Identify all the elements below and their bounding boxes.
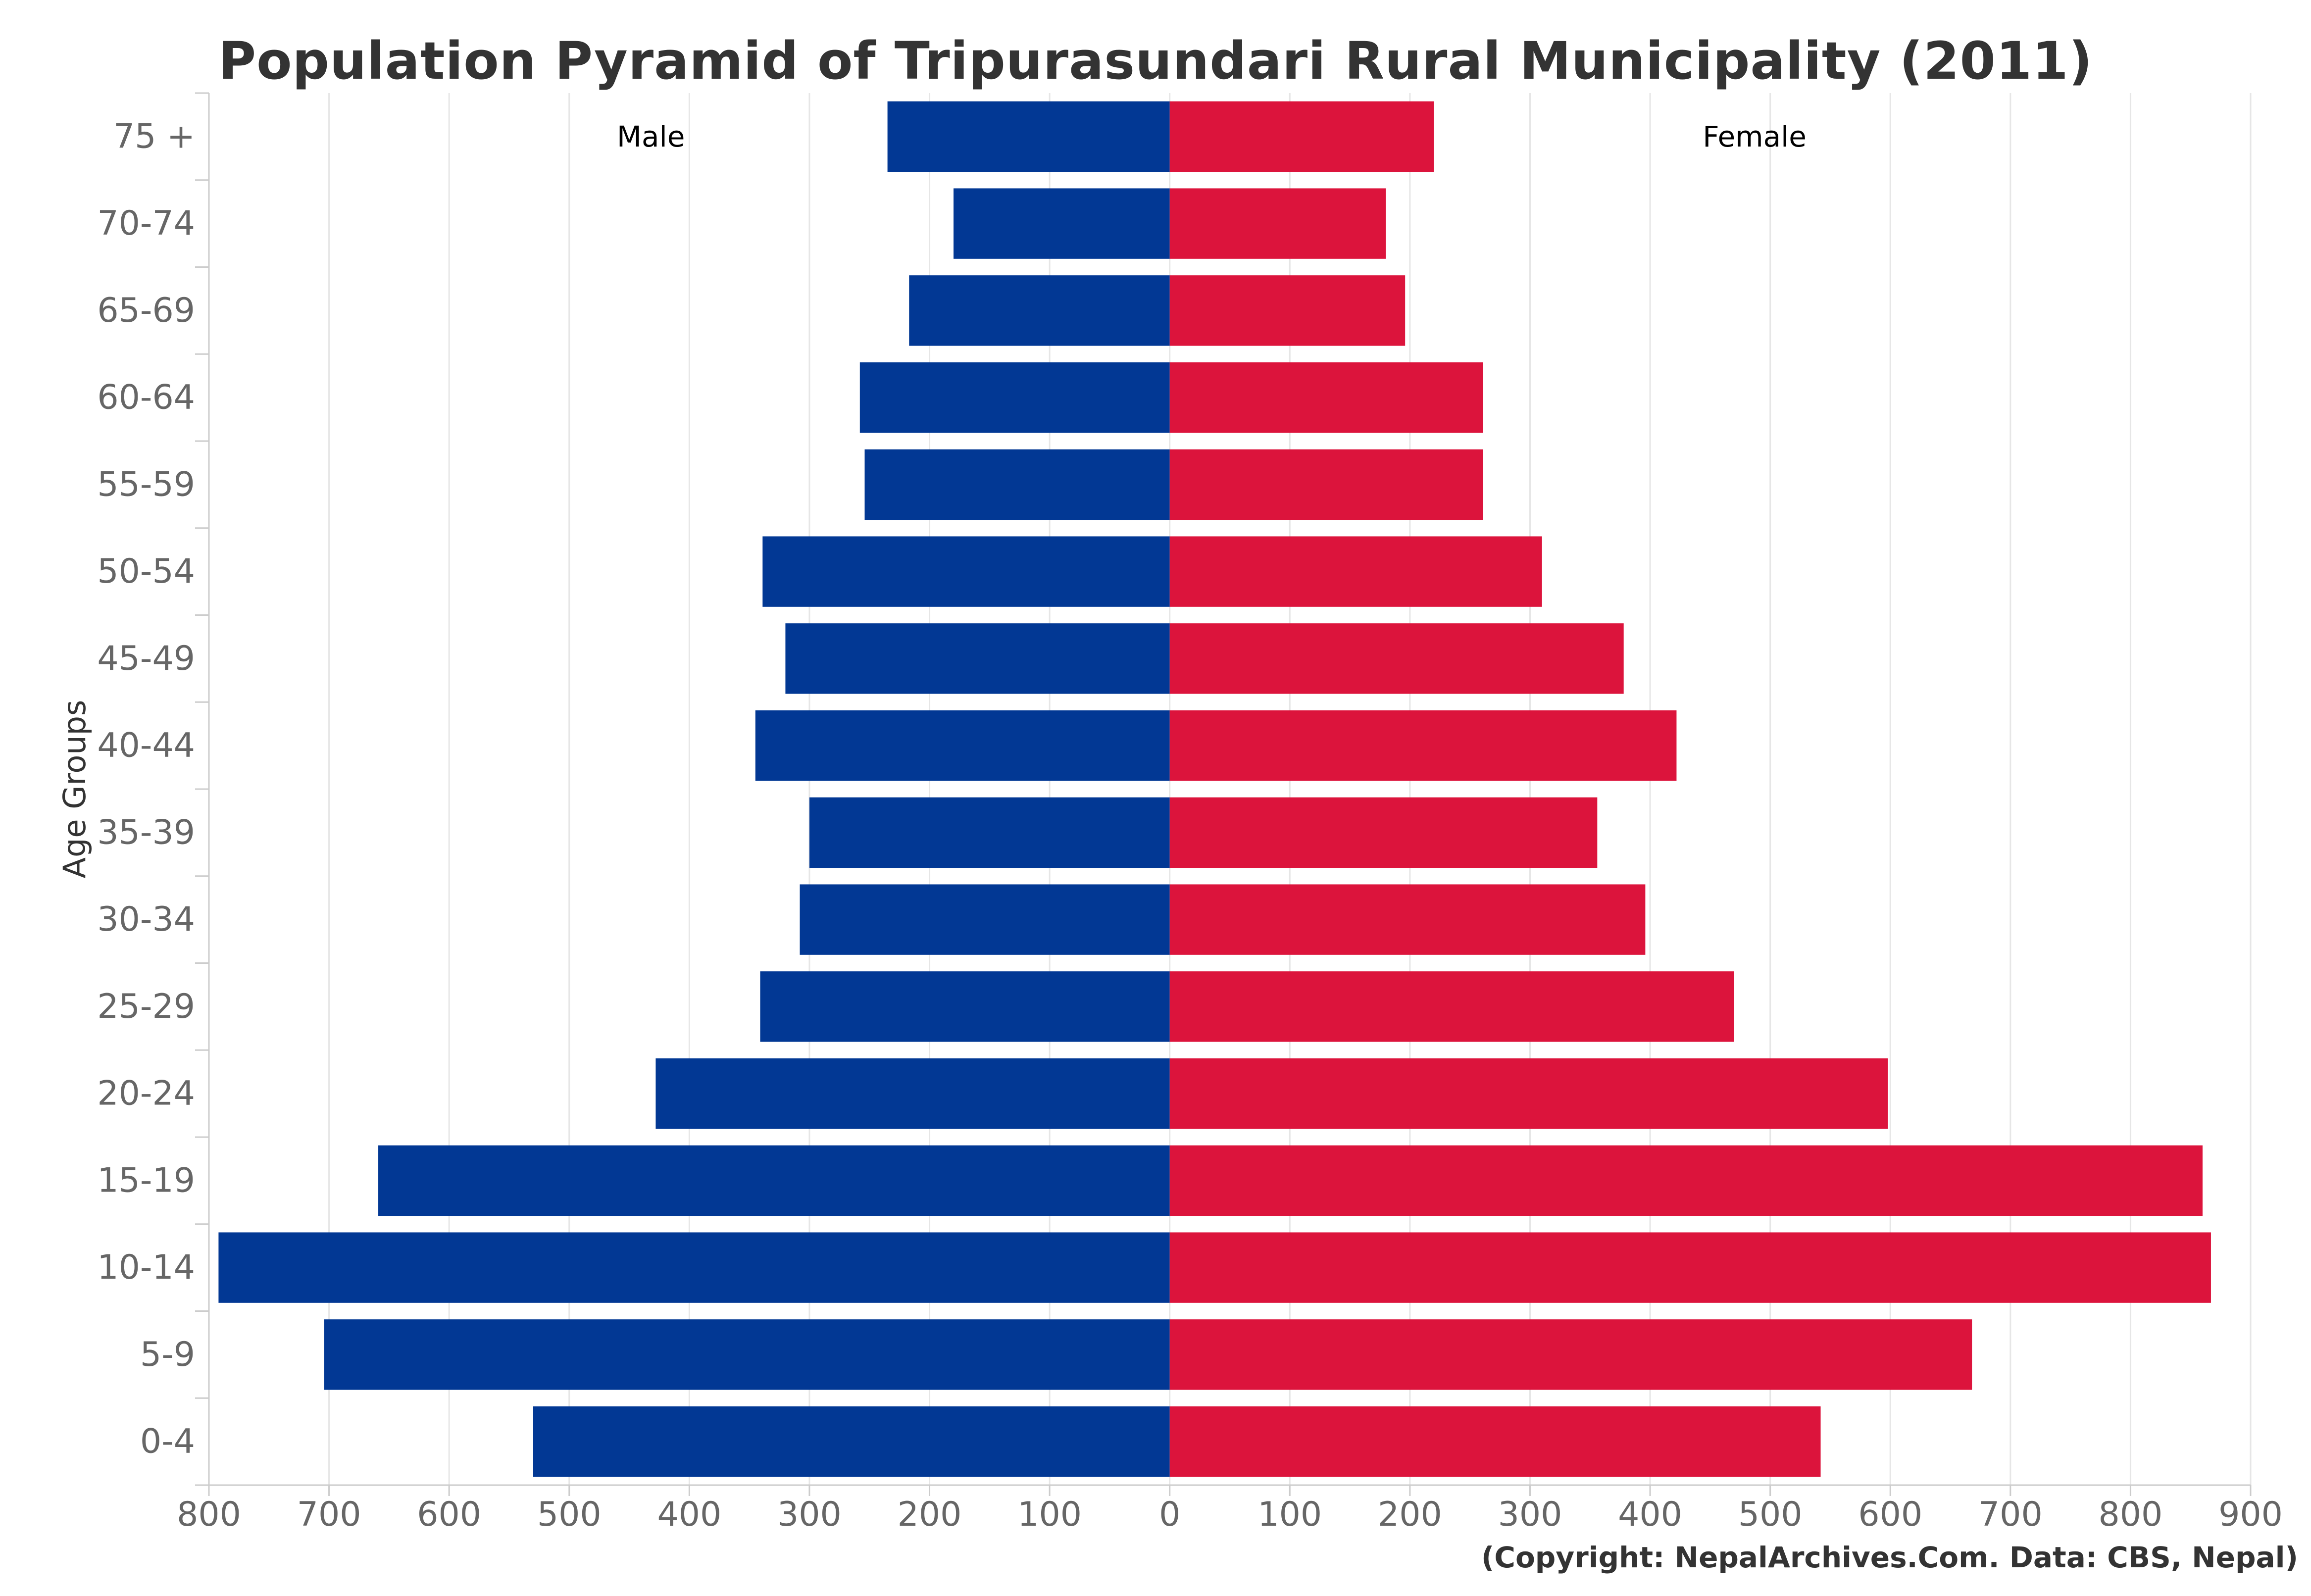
bar-female-15: [1169, 1406, 1821, 1477]
x-tick-label-2: 600: [417, 1495, 481, 1534]
x-tick-label-3: 500: [537, 1495, 602, 1534]
bar-male-0: [887, 101, 1170, 172]
bar-female-5: [1169, 536, 1542, 607]
bar-male-9: [800, 884, 1170, 955]
bar-male-6: [785, 623, 1170, 694]
x-tick-label-7: 100: [1017, 1495, 1082, 1534]
bar-female-8: [1169, 797, 1598, 868]
x-tick-label-11: 300: [1498, 1495, 1562, 1534]
y-tick-label-6: 45-49: [97, 639, 195, 678]
bar-male-13: [218, 1232, 1170, 1303]
bar-female-7: [1169, 710, 1677, 781]
bar-male-8: [809, 797, 1170, 868]
y-tick-label-13: 10-14: [97, 1248, 195, 1287]
bar-female-1: [1169, 188, 1386, 259]
y-tick-label-0: 75 +: [113, 117, 195, 156]
bar-male-3: [859, 362, 1170, 433]
bars: [218, 101, 2211, 1477]
x-tick-label-14: 600: [1858, 1495, 1922, 1534]
y-tick-label-12: 15-19: [97, 1161, 195, 1200]
bar-female-13: [1169, 1232, 2211, 1303]
bar-male-1: [954, 188, 1170, 259]
bar-female-3: [1169, 362, 1483, 433]
y-tick-label-11: 20-24: [97, 1074, 195, 1113]
y-tick-label-1: 70-74: [97, 204, 195, 243]
y-tick-label-15: 0-4: [140, 1422, 195, 1461]
x-tick-label-9: 100: [1257, 1495, 1322, 1534]
bar-male-12: [378, 1145, 1170, 1216]
chart-credit: (Copyright: NepalArchives.Com. Data: CBS…: [1481, 1541, 2298, 1574]
bar-male-7: [755, 710, 1170, 781]
labels: 75 + 70-74 65-69 60-64 55-59 50-54 45-49 40-44 3…: [56, 117, 2283, 1534]
bar-female-6: [1169, 623, 1624, 694]
bar-female-2: [1169, 275, 1406, 346]
bar-male-10: [760, 971, 1170, 1042]
bar-female-10: [1169, 971, 1734, 1042]
y-tick-label-3: 60-64: [97, 378, 195, 417]
x-tick-label-6: 200: [898, 1495, 962, 1534]
bar-male-15: [533, 1406, 1170, 1477]
x-tick-label-15: 700: [1978, 1495, 2043, 1534]
bar-female-4: [1169, 449, 1483, 520]
y-tick-label-2: 65-69: [97, 291, 195, 330]
chart-title: Population Pyramid of Tripurasundari Rur…: [218, 31, 2093, 91]
x-tick-label-13: 500: [1738, 1495, 1803, 1534]
y-tick-label-5: 50-54: [97, 552, 195, 591]
x-tick-label-17: 900: [2218, 1495, 2283, 1534]
bar-male-4: [864, 449, 1170, 520]
x-tick-label-5: 300: [777, 1495, 842, 1534]
axes: [195, 92, 2252, 1496]
y-tick-label-14: 5-9: [140, 1335, 195, 1374]
x-tick-label-12: 400: [1618, 1495, 1682, 1534]
y-tick-label-8: 35-39: [97, 813, 195, 852]
y-tick-label-7: 40-44: [97, 726, 195, 765]
bar-male-11: [655, 1058, 1170, 1129]
y-tick-label-4: 55-59: [97, 465, 195, 504]
x-tick-label-1: 700: [297, 1495, 361, 1534]
bar-female-14: [1169, 1319, 1972, 1390]
x-tick-label-16: 800: [2099, 1495, 2163, 1534]
x-tick-label-8: 0: [1159, 1495, 1180, 1534]
x-tick-label-10: 200: [1378, 1495, 1442, 1534]
bar-female-9: [1169, 884, 1646, 955]
series-label-male: Male: [617, 120, 685, 153]
bar-female-0: [1169, 101, 1434, 172]
bar-female-12: [1169, 1145, 2203, 1216]
y-tick-label-10: 25-29: [97, 987, 195, 1026]
bar-male-5: [762, 536, 1170, 607]
series-label-female: Female: [1703, 120, 1807, 153]
x-tick-label-4: 400: [657, 1495, 721, 1534]
bar-female-11: [1169, 1058, 1888, 1129]
bar-male-14: [324, 1319, 1170, 1390]
bar-male-2: [909, 275, 1170, 346]
x-tick-label-0: 800: [177, 1495, 241, 1534]
y-axis-title: Age Groups: [56, 700, 93, 879]
y-tick-label-9: 30-34: [97, 900, 195, 939]
